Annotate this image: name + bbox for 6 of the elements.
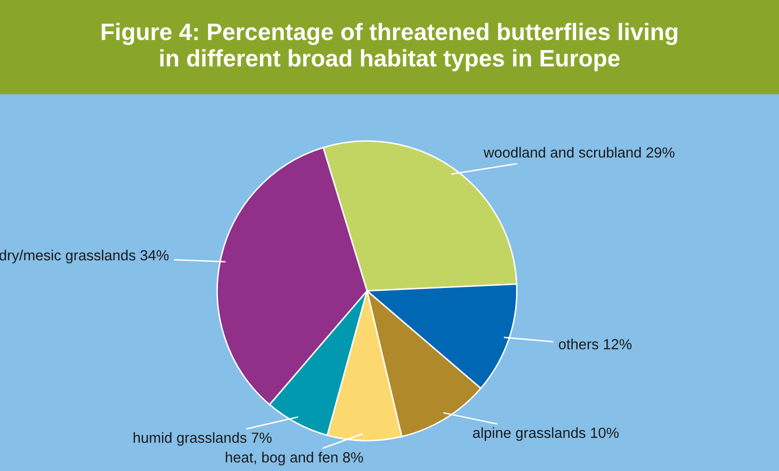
slice-label: woodland and scrubland 29% [484, 146, 674, 158]
chart-title: Figure 4: Percentage of threatened butterflies living in different broad habitat types in Europe [102, 22, 678, 72]
slice-label: heat, bog and fen 8% [226, 452, 363, 466]
slice-label: alpine grasslands 10% [473, 427, 619, 441]
slice-label: others 12% [558, 338, 632, 350]
slice-label: humid grasslands 7% [134, 432, 272, 446]
